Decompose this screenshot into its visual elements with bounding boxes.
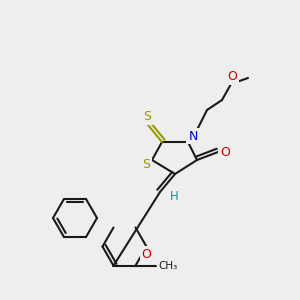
Text: H: H bbox=[169, 190, 178, 203]
Text: CH₃: CH₃ bbox=[158, 261, 178, 271]
Text: O: O bbox=[220, 146, 230, 158]
Text: N: N bbox=[188, 130, 198, 142]
Text: S: S bbox=[142, 158, 150, 172]
Text: S: S bbox=[143, 110, 151, 124]
Text: O: O bbox=[227, 70, 237, 83]
Text: O: O bbox=[142, 248, 152, 261]
